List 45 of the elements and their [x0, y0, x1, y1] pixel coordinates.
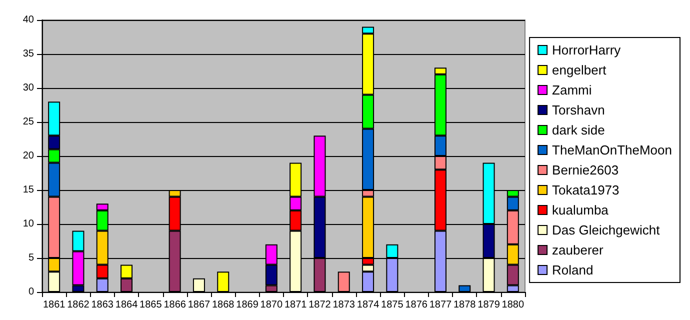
x-tick-label: 1874	[356, 300, 380, 310]
legend-label: Zammi	[552, 82, 592, 98]
y-tick-label: 10	[22, 218, 34, 230]
y-tick-label: 25	[22, 116, 34, 128]
legend-label: Bernie2603	[552, 162, 619, 178]
x-tick-label: 1872	[308, 300, 332, 310]
legend-label: Torshavn	[552, 102, 605, 118]
x-tick-label: 1869	[236, 300, 259, 310]
y-tick-label: 5	[28, 252, 34, 264]
x-tick-label: 1878	[454, 300, 476, 310]
x-tick-label: 1877	[429, 300, 452, 310]
y-tick-label: 35	[22, 48, 34, 60]
bar	[192, 278, 205, 292]
x-tick-label: 1866	[164, 300, 186, 310]
bar	[458, 285, 471, 292]
legend-label: zauberer	[552, 242, 604, 258]
x-tick-label: 1863	[91, 300, 114, 310]
x-tick-label: 1879	[478, 300, 500, 310]
legend-label: TheManOnTheMoon	[552, 142, 672, 158]
x-tick-label: 1871	[284, 300, 308, 310]
x-tick-label: 1873	[332, 300, 356, 310]
legend-label: HorrorHarry	[552, 42, 622, 58]
y-tick-label: 15	[22, 184, 34, 196]
x-tick-label: 1867	[188, 300, 211, 310]
y-tick-label: 0	[28, 286, 34, 298]
bar	[338, 272, 350, 292]
legend-label: kualumba	[552, 202, 610, 218]
legend-label: engelbert	[552, 62, 607, 78]
y-tick-label: 20	[22, 150, 34, 162]
x-tick-label: 1870	[260, 300, 283, 310]
legend-label: dark side	[552, 122, 605, 138]
bar	[217, 272, 230, 292]
legend-label: Roland	[552, 262, 594, 278]
x-tick-label: 1868	[212, 300, 235, 310]
x-tick-label: 1865	[140, 300, 162, 310]
x-tick-label: 1864	[115, 300, 138, 310]
x-tick-label: 1880	[502, 300, 524, 310]
x-tick-label: 1875	[381, 300, 404, 310]
x-tick-label: 1876	[405, 300, 428, 310]
legend-label: Das Gleichgewicht	[552, 222, 660, 238]
legend-label: Tokata1973	[552, 182, 620, 198]
x-tick-label: 1862	[67, 300, 90, 310]
y-tick-label: 30	[22, 82, 34, 94]
x-tick-label: 1861	[42, 300, 66, 310]
y-tick-label: 40	[22, 14, 34, 26]
